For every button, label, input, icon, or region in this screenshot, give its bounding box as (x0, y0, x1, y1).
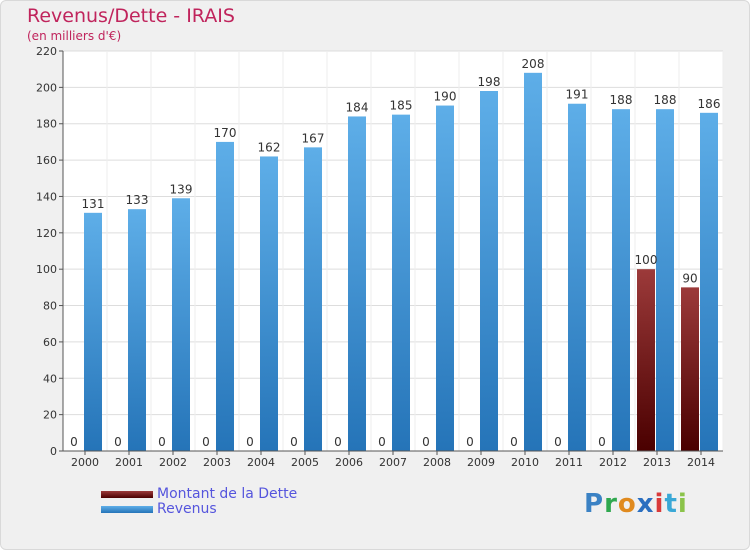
x-tick-label-2011: 2011 (555, 456, 583, 469)
y-tick-label-200: 200 (36, 81, 57, 94)
data-label-debt-2007: 0 (378, 435, 386, 449)
x-tick-label-2003: 2003 (203, 456, 231, 469)
x-tick-label-2007: 2007 (379, 456, 407, 469)
data-label-revenus-2006: 184 (346, 100, 369, 114)
bar-revenus-2002 (172, 198, 190, 451)
data-label-debt-2008: 0 (422, 435, 430, 449)
data-label-debt-2014: 90 (682, 271, 697, 285)
data-label-revenus-2009: 198 (478, 75, 501, 89)
proxiti-logo: Proxiti (584, 489, 688, 519)
data-label-revenus-2012: 188 (610, 93, 633, 107)
y-tick-label-100: 100 (36, 263, 57, 276)
data-label-revenus-2005: 167 (302, 131, 325, 145)
y-tick-label-220: 220 (36, 45, 57, 58)
data-label-revenus-2011: 191 (566, 88, 589, 102)
y-tick-label-180: 180 (36, 118, 57, 131)
data-label-debt-2004: 0 (246, 435, 254, 449)
x-tick-label-2002: 2002 (159, 456, 187, 469)
y-tick-label-0: 0 (50, 445, 57, 458)
chart-subtitle: (en milliers d'€) (27, 29, 122, 43)
data-label-debt-2006: 0 (334, 435, 342, 449)
logo-letter-3: x (636, 489, 655, 519)
axes: 0 20 40 60 80 100 120 140 160 180 200 220 2000 2001 20… (36, 45, 723, 469)
data-label-revenus-2001: 133 (126, 193, 149, 207)
x-tick-label-2001: 2001 (115, 456, 143, 469)
data-label-revenus-2013: 188 (654, 93, 677, 107)
bar-debt-2013 (637, 269, 655, 451)
data-label-revenus-2008: 190 (434, 90, 457, 104)
x-tick-label-2012: 2012 (599, 456, 627, 469)
data-label-revenus-2010: 208 (522, 57, 545, 71)
x-tick-label-2004: 2004 (247, 456, 275, 469)
data-label-debt-2011: 0 (554, 435, 562, 449)
data-label-debt-2010: 0 (510, 435, 518, 449)
bar-revenus-2011 (568, 103, 586, 452)
bar-revenus-2008 (436, 105, 454, 451)
data-label-revenus-2002: 139 (170, 182, 193, 196)
data-label-debt-2009: 0 (466, 435, 474, 449)
bars (84, 72, 718, 452)
bar-revenus-2009 (480, 91, 498, 451)
legend-swatch-revenus (101, 506, 153, 513)
bar-revenus-2006 (348, 116, 366, 452)
data-label-debt-2003: 0 (202, 435, 210, 449)
x-tick-label-2010: 2010 (511, 456, 539, 469)
bar-revenus-2014 (700, 112, 718, 452)
legend-label-revenus: Revenus (157, 501, 217, 517)
x-tick-label-2009: 2009 (467, 456, 495, 469)
data-label-debt-2001: 0 (114, 435, 122, 449)
data-label-debt-2005: 0 (290, 435, 298, 449)
data-label-revenus-2004: 162 (258, 140, 281, 154)
logo-letter-6: i (677, 489, 688, 519)
y-tick-label-160: 160 (36, 154, 57, 167)
y-tick-label-20: 20 (43, 409, 57, 422)
x-tick-label-2014: 2014 (687, 456, 715, 469)
y-tick-label-140: 140 (36, 190, 57, 203)
bar-revenus-2000 (84, 212, 102, 451)
x-tick-label-2008: 2008 (423, 456, 451, 469)
bar-revenus-2013 (656, 109, 674, 451)
legend-swatch-debt (101, 491, 153, 498)
x-tick-label-2005: 2005 (291, 456, 319, 469)
bar-revenus-2010 (524, 72, 542, 452)
bar-revenus-2004 (260, 156, 278, 452)
legend-label-debt: Montant de la Dette (157, 486, 298, 502)
x-tick-label-2006: 2006 (335, 456, 363, 469)
bar-revenus-2007 (392, 114, 410, 452)
x-tick-label-2013: 2013 (643, 456, 671, 469)
data-labels: 0 131 0 133 0 139 0 170 0 162 0 167 0 184 0 185 0 190 0 198… (70, 57, 720, 449)
logo-letter-1: r (604, 489, 618, 519)
bar-debt-2014 (681, 287, 699, 451)
bar-revenus-2001 (128, 209, 146, 451)
y-tick-label-80: 80 (43, 300, 57, 313)
data-label-debt-2000: 0 (70, 435, 78, 449)
chart-title: Revenus/Dette - IRAIS (27, 5, 235, 27)
data-label-debt-2002: 0 (158, 435, 166, 449)
logo-letter-0: P (584, 489, 605, 519)
data-label-revenus-2014: 186 (698, 97, 721, 111)
y-tick-label-40: 40 (43, 372, 57, 385)
data-label-revenus-2007: 185 (390, 99, 413, 113)
logo-letter-5: t (664, 489, 678, 519)
data-label-revenus-2003: 170 (214, 126, 237, 140)
logo-letter-2: o (617, 489, 637, 519)
bar-revenus-2012 (612, 109, 630, 451)
logo-letter-4: i (654, 489, 665, 519)
data-label-debt-2012: 0 (598, 435, 606, 449)
data-label-debt-2013: 100 (635, 253, 658, 267)
y-tick-label-120: 120 (36, 227, 57, 240)
data-label-revenus-2000: 131 (82, 197, 105, 211)
x-tick-label-2000: 2000 (71, 456, 99, 469)
bar-revenus-2003 (216, 141, 234, 451)
y-tick-label-60: 60 (43, 336, 57, 349)
bar-revenus-2005 (304, 147, 322, 451)
